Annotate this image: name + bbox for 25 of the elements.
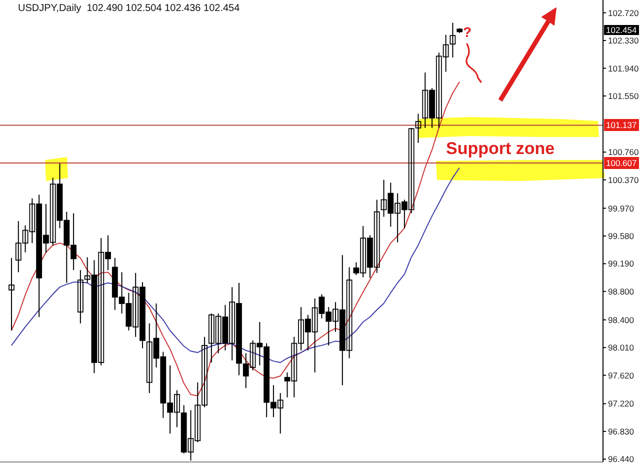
ref-line-label: 101.137 [604,119,639,132]
candlestick [450,22,456,58]
annotation: ? [463,24,472,40]
y-tick-label: 96.830 [608,426,634,436]
y-tick-label: 100.760 [608,147,639,158]
ref-line-label: 100.607 [604,156,639,169]
chart-title: USDJPY,Daily 102.490 102.504 102.436 102.454 [18,3,240,14]
candlestick [8,258,14,332]
line-series [10,167,460,363]
y-tick-label: 99.970 [608,203,634,214]
y-tick-label: 99.190 [608,258,634,269]
y-tick-label: 98.400 [608,314,634,325]
y-tick-label: 96.440 [608,454,634,464]
y-tick-label: 102.720 [608,8,639,18]
y-tick-label: 97.620 [608,370,634,380]
y-tick-label: 101.550 [608,90,639,101]
y-tick-label: 100.370 [608,174,639,185]
text: 102.454 [604,25,639,35]
y-tick-label: 98.800 [608,286,634,296]
y-tick-label: 99.580 [608,230,634,241]
y-tick-label: 97.220 [608,398,634,409]
annotation: Support zone [446,139,555,159]
y-tick-label: 98.010 [608,342,634,353]
y-tick-label: 102.330 [608,36,639,46]
y-tick-label: 101.940 [608,63,639,74]
